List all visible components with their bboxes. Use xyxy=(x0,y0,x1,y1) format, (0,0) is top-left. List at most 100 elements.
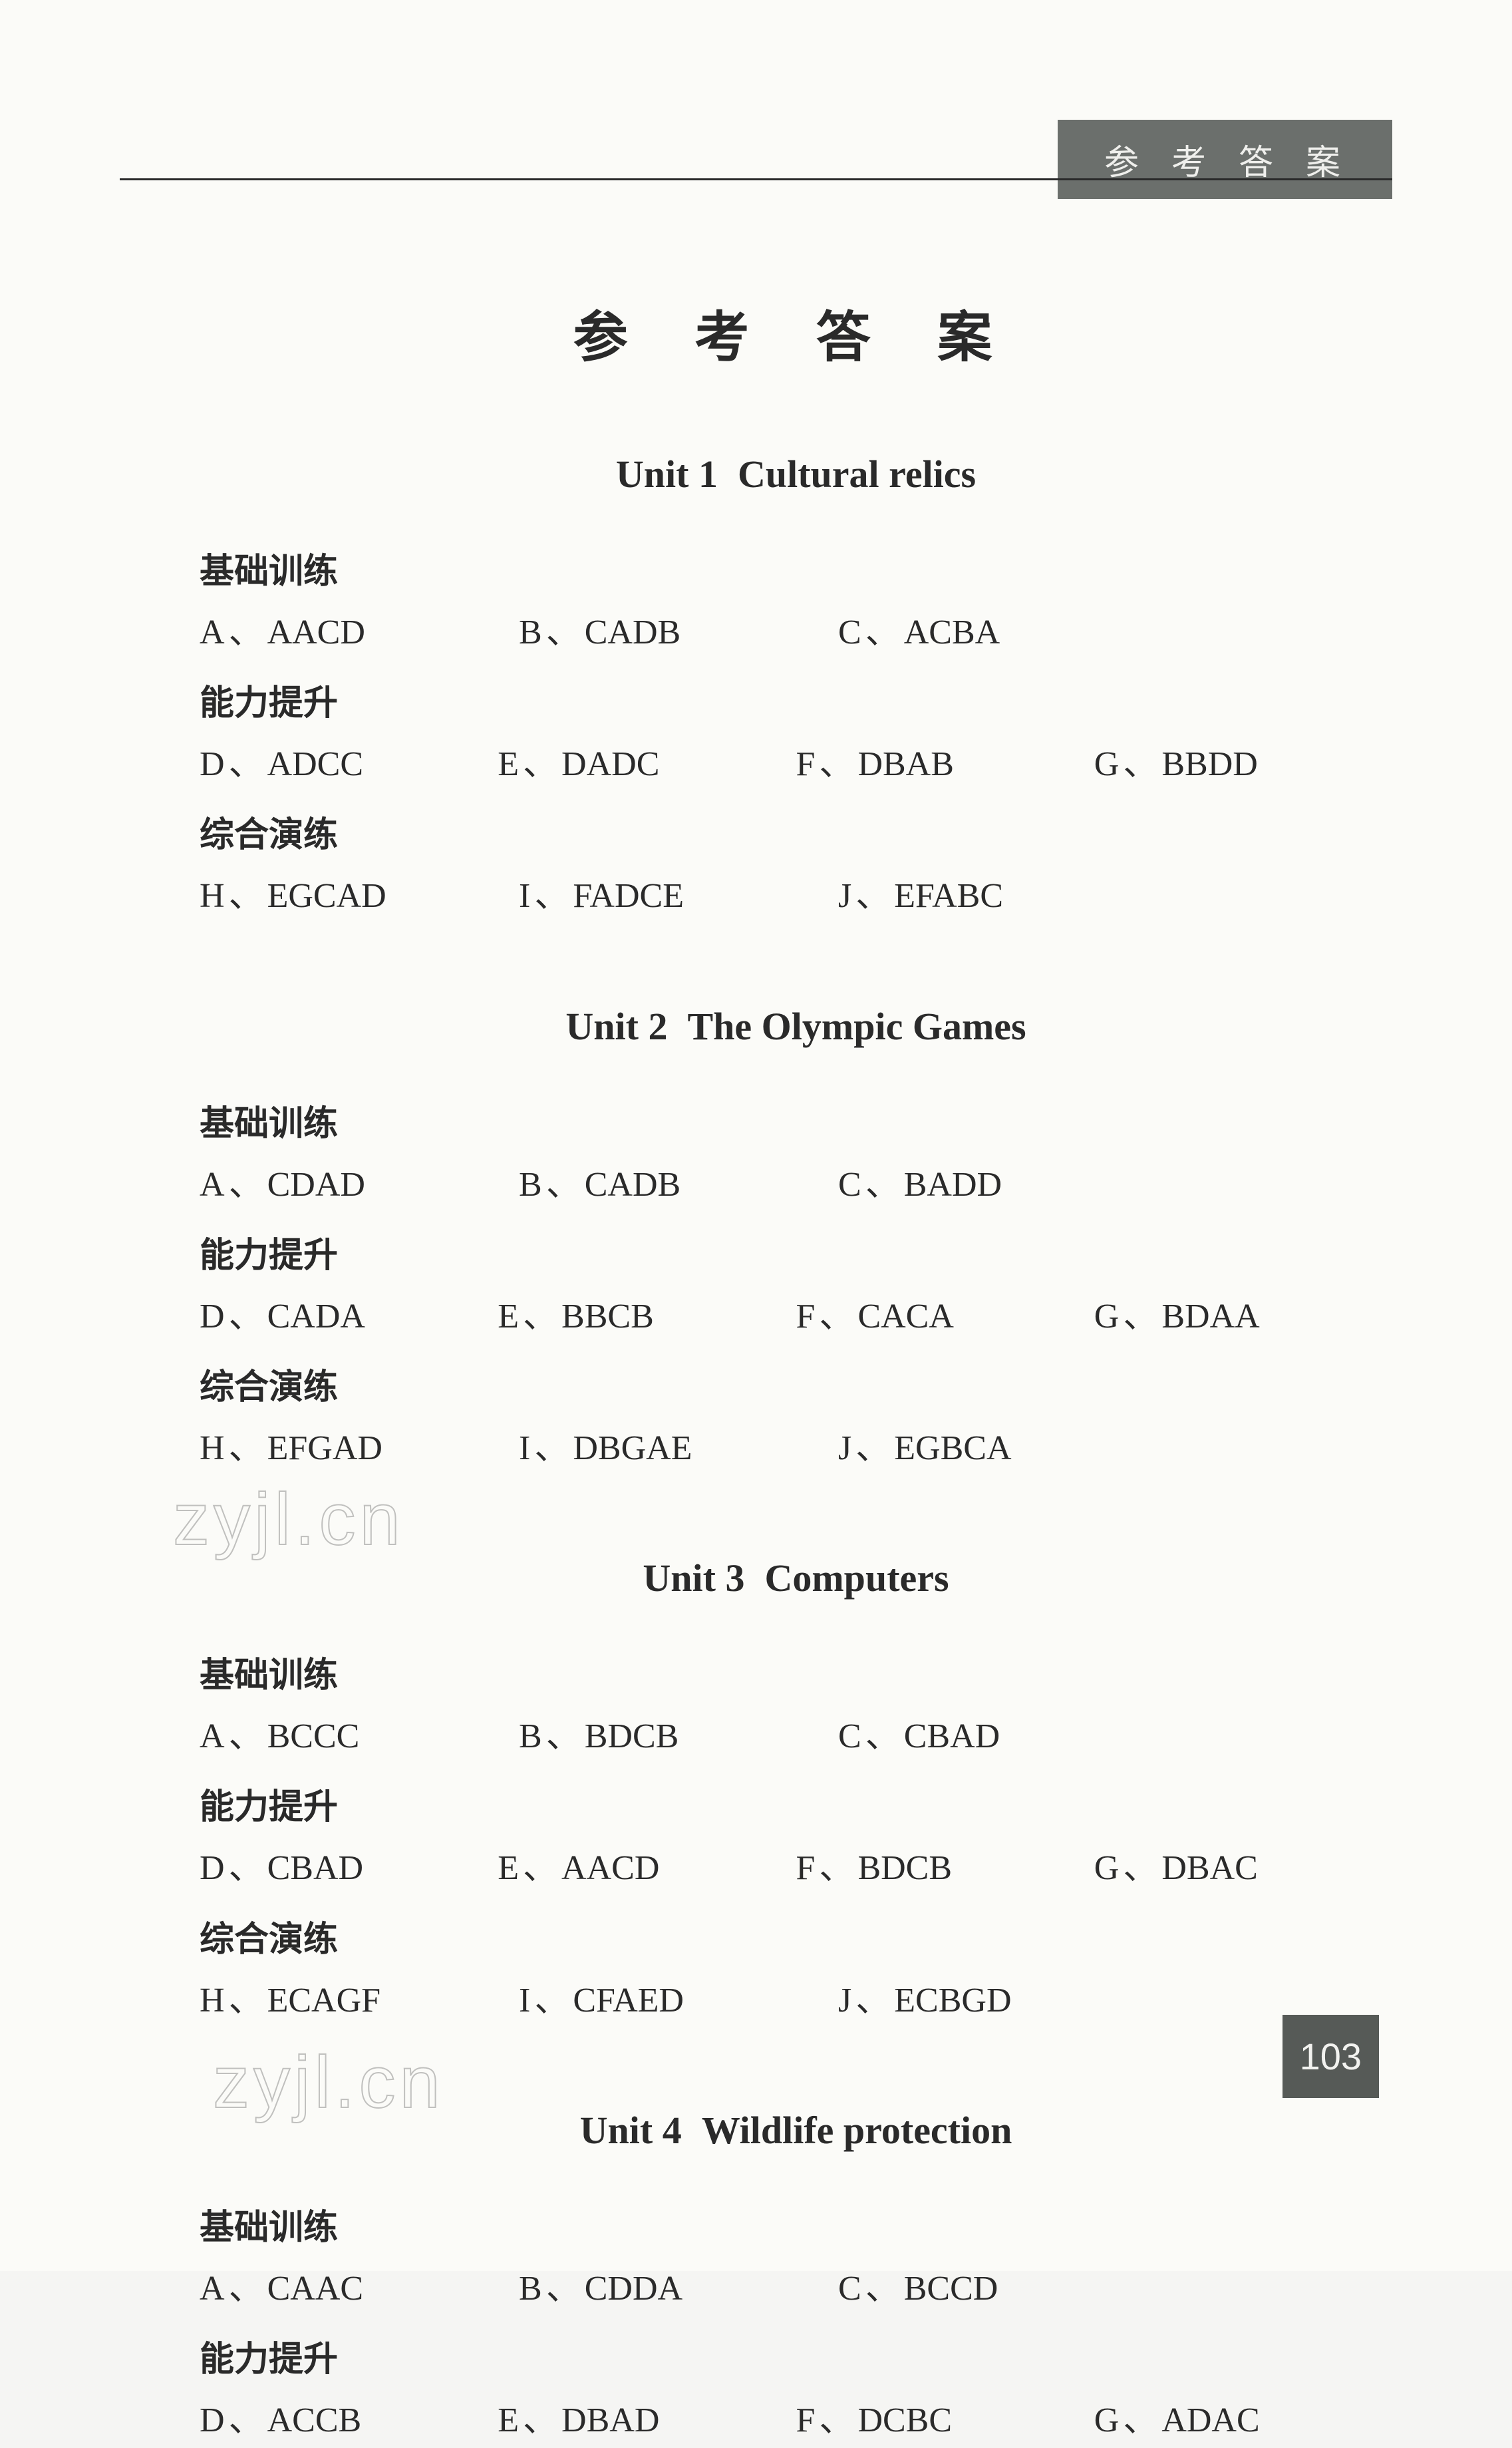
separator: 、 xyxy=(546,2270,581,2308)
unit-title: Unit 4 Wildlife protection xyxy=(200,2108,1392,2153)
answer-letter: C xyxy=(838,613,861,651)
section-label: 基础训练 xyxy=(200,543,1392,593)
answer-row: D、ACCBE、DBADF、DCBCG、ADAC xyxy=(200,2393,1392,2448)
unit-name: Computers xyxy=(764,1556,949,1600)
unit-block: Unit 4Wildlife protection基础训练A、CAACB、CDD… xyxy=(200,2108,1392,2448)
answer-cell: H、ECAGF xyxy=(200,1973,519,2028)
answer-letter: G xyxy=(1094,2401,1120,2439)
separator: 、 xyxy=(1123,1298,1157,1335)
answer-letter: F xyxy=(796,1849,816,1887)
unit-name: Wildlife protection xyxy=(702,2109,1012,2152)
answer-letter: H xyxy=(200,877,225,915)
answer-cell: D、CADA xyxy=(200,1289,498,1344)
answer-value: CBAD xyxy=(904,1717,1000,1755)
answer-value: CBAD xyxy=(267,1849,363,1887)
unit-block: Unit 2The Olympic Games基础训练A、CDADB、CADBC… xyxy=(200,1004,1392,1477)
unit-name: Cultural relics xyxy=(738,452,976,496)
answer-value: AACD xyxy=(267,613,365,651)
answer-letter: E xyxy=(498,2401,519,2439)
answer-letter: I xyxy=(519,1429,530,1467)
answer-cell: G、BBDD xyxy=(1094,737,1392,792)
answer-cell: E、DBAD xyxy=(498,2393,796,2448)
answer-value: BADD xyxy=(904,1166,1002,1204)
separator: 、 xyxy=(1123,2401,1157,2439)
separator: 、 xyxy=(523,1298,557,1335)
answer-letter: A xyxy=(200,2270,225,2308)
separator: 、 xyxy=(229,2401,263,2439)
answer-cell: H、EFGAD xyxy=(200,1421,519,1476)
answer-value: ADCC xyxy=(267,745,363,783)
answer-row: H、ECAGFI、CFAEDJ、ECBGD xyxy=(200,1973,1392,2028)
answer-value: AACD xyxy=(561,1849,659,1887)
answer-value: CADA xyxy=(267,1298,365,1335)
answer-value: EFABC xyxy=(894,877,1003,915)
answer-value: CFAED xyxy=(573,1982,684,2019)
answer-row: H、EFGADI、DBGAEJ、EGBCA xyxy=(200,1421,1392,1476)
answer-letter: J xyxy=(838,1982,851,2019)
answer-letter: C xyxy=(838,2270,861,2308)
unit-number: Unit 1 xyxy=(616,452,718,496)
answer-value: BDCB xyxy=(857,1849,952,1887)
answer-value: ACBA xyxy=(904,613,1000,651)
answer-cell: I、DBGAE xyxy=(519,1421,838,1476)
separator: 、 xyxy=(855,1429,890,1467)
section-label: 能力提升 xyxy=(200,675,1392,725)
section-label: 综合演练 xyxy=(200,1911,1392,1961)
separator: 、 xyxy=(819,1298,853,1335)
answer-cell: F、DBAB xyxy=(796,737,1094,792)
answer-cell: E、BBCB xyxy=(498,1289,796,1344)
separator: 、 xyxy=(534,1982,569,2019)
answer-value: CDAD xyxy=(267,1166,365,1204)
separator: 、 xyxy=(855,877,890,915)
answer-cell: C、CBAD xyxy=(838,1709,1157,1764)
answer-value: EFGAD xyxy=(267,1429,382,1467)
answer-letter: E xyxy=(498,745,519,783)
answer-value: EGBCA xyxy=(894,1429,1011,1467)
answer-letter: G xyxy=(1094,745,1120,783)
answer-value: BCCC xyxy=(267,1717,360,1755)
answer-row: D、CBADE、AACDF 、 BDCB G、DBAC xyxy=(200,1840,1392,1896)
separator: 、 xyxy=(546,1717,581,1755)
unit-name: The Olympic Games xyxy=(687,1005,1026,1048)
unit-block: Unit 1 Cultural relics 基础训练 A、AACDB、CADBC 、 A… xyxy=(200,452,1392,924)
answer-value: BCCD xyxy=(904,2270,998,2308)
answer-cell: G、DBAC xyxy=(1094,1840,1392,1896)
page-title: 参 考 答 案 xyxy=(200,293,1392,372)
separator: 、 xyxy=(229,877,263,915)
answer-cell: E、AACD xyxy=(498,1840,796,1896)
separator: 、 xyxy=(229,1717,263,1755)
answer-row: D、CADAE、BBCBF、CACAG、BDAA xyxy=(200,1289,1392,1344)
answer-cell: D、ACCB xyxy=(200,2393,498,2448)
separator: 、 xyxy=(865,2270,900,2308)
answer-value: CADB xyxy=(585,613,680,651)
separator: 、 xyxy=(534,877,569,915)
section-label: 能力提升 xyxy=(200,2331,1392,2381)
answer-value: BDAA xyxy=(1161,1298,1259,1335)
answer-value: DBGAE xyxy=(573,1429,692,1467)
answer-row: A、BCCCB、BDCBC、CBAD xyxy=(200,1709,1392,1764)
answer-letter: E xyxy=(498,1298,519,1335)
units-container: Unit 1Cultural relics基础训练A、AACDB、CADBC、A… xyxy=(200,452,1392,2448)
answer-letter: G xyxy=(1094,1849,1120,1887)
answer-cell: B、CADB xyxy=(519,605,838,660)
answer-cell: A、CDAD xyxy=(200,1157,519,1212)
separator: 、 xyxy=(819,745,853,783)
separator: 、 xyxy=(523,2401,557,2439)
page-number: 103 xyxy=(1283,2015,1379,2098)
answer-letter: A xyxy=(200,1717,225,1755)
answer-letter: I xyxy=(519,877,530,915)
answer-cell: D、CBAD xyxy=(200,1840,498,1896)
answer-cell: F、CACA xyxy=(796,1289,1094,1344)
section-label: 能力提升 xyxy=(200,1227,1392,1277)
separator: 、 xyxy=(229,1298,263,1335)
answer-cell: G、ADAC xyxy=(1094,2393,1392,2448)
unit-number: Unit 4 xyxy=(580,2109,682,2152)
answer-value: ECBGD xyxy=(894,1982,1011,2019)
separator: 、 xyxy=(1123,1849,1157,1887)
section-label: 能力提升 xyxy=(200,1779,1392,1829)
answer-cell: A、AACD xyxy=(200,605,519,660)
answer-value: DBAD xyxy=(561,2401,659,2439)
unit-block: Unit 3Computers基础训练A、BCCCB、BDCBC、CBAD能力提… xyxy=(200,1556,1392,2028)
answer-row: A、CDADB、CADBC、BADD xyxy=(200,1157,1392,1212)
answer-cell: A、BCCC xyxy=(200,1709,519,1764)
